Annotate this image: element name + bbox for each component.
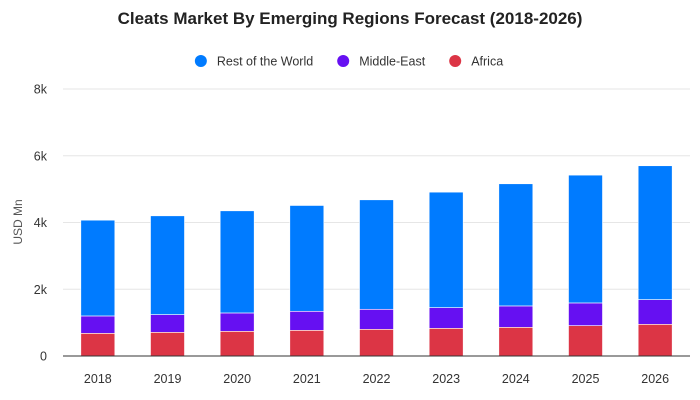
y-tick-label: 8k	[34, 83, 48, 97]
bar-middle-east-2020[interactable]	[219, 312, 255, 332]
x-tick-label: 2022	[363, 372, 391, 386]
chart-title: Cleats Market By Emerging Regions Foreca…	[118, 9, 583, 28]
y-tick-label: 6k	[34, 149, 48, 163]
bar-africa-2020[interactable]	[219, 330, 255, 357]
bar-middle-east-2019[interactable]	[150, 314, 185, 333]
bar-middle-east-2018[interactable]	[80, 315, 116, 334]
bar-middle-east-2022[interactable]	[359, 308, 394, 330]
bar-middle-east-2025[interactable]	[568, 302, 603, 326]
x-tick-label: 2021	[293, 372, 321, 386]
legend-label: Middle-East	[359, 55, 426, 69]
bar-rest-of-the-world-2022[interactable]	[359, 199, 394, 310]
bar-africa-2024[interactable]	[498, 326, 534, 357]
bar-africa-2023[interactable]	[428, 327, 464, 357]
x-tick-label: 2026	[641, 372, 669, 386]
bar-africa-2021[interactable]	[289, 329, 325, 357]
x-tick-label: 2025	[572, 372, 600, 386]
legend-item-rest-of-the-world[interactable]: Rest of the World	[194, 55, 313, 69]
bar-africa-2019[interactable]	[150, 331, 185, 357]
x-tick-label: 2020	[223, 372, 251, 386]
legend-label: Rest of the World	[217, 55, 313, 69]
legend: Rest of the World Middle-East Africa	[194, 55, 503, 69]
legend-marker	[194, 55, 207, 67]
legend-item-africa[interactable]: Africa	[449, 55, 503, 69]
bars	[80, 165, 673, 357]
bar-rest-of-the-world-2023[interactable]	[428, 191, 464, 308]
y-axis-title: USD Mn	[11, 199, 25, 244]
x-tick-label: 2024	[502, 372, 530, 386]
legend-item-middle-east[interactable]: Middle-East	[337, 55, 426, 69]
y-tick-label: 2k	[34, 283, 48, 297]
x-tick-label: 2023	[432, 372, 460, 386]
bar-africa-2018[interactable]	[80, 333, 116, 357]
legend-marker	[449, 55, 462, 67]
bar-rest-of-the-world-2024[interactable]	[498, 183, 534, 307]
bar-rest-of-the-world-2019[interactable]	[150, 215, 185, 315]
legend-marker	[337, 55, 350, 67]
x-tick-label: 2019	[154, 372, 182, 386]
bar-rest-of-the-world-2021[interactable]	[289, 205, 325, 312]
bar-rest-of-the-world-2018[interactable]	[80, 219, 116, 317]
y-axis-ticks: 0 2k 4k 6k 8k	[34, 83, 48, 364]
bar-middle-east-2026[interactable]	[637, 299, 673, 325]
bar-rest-of-the-world-2020[interactable]	[219, 210, 255, 314]
bar-africa-2025[interactable]	[568, 325, 603, 357]
bar-middle-east-2023[interactable]	[428, 307, 464, 329]
x-tick-label: 2018	[84, 372, 112, 386]
x-axis-ticks: 2018 2019 2020 2021 2022 2023 2024 2025 2026	[84, 372, 669, 386]
bar-rest-of-the-world-2026[interactable]	[637, 165, 673, 300]
y-tick-label: 0	[40, 350, 47, 364]
bar-middle-east-2021[interactable]	[289, 310, 325, 331]
bar-africa-2022[interactable]	[359, 328, 394, 357]
y-tick-label: 4k	[34, 216, 48, 230]
bar-rest-of-the-world-2025[interactable]	[568, 174, 603, 304]
legend-label: Africa	[471, 55, 503, 69]
bar-middle-east-2024[interactable]	[498, 305, 534, 328]
bar-africa-2026[interactable]	[637, 323, 673, 357]
